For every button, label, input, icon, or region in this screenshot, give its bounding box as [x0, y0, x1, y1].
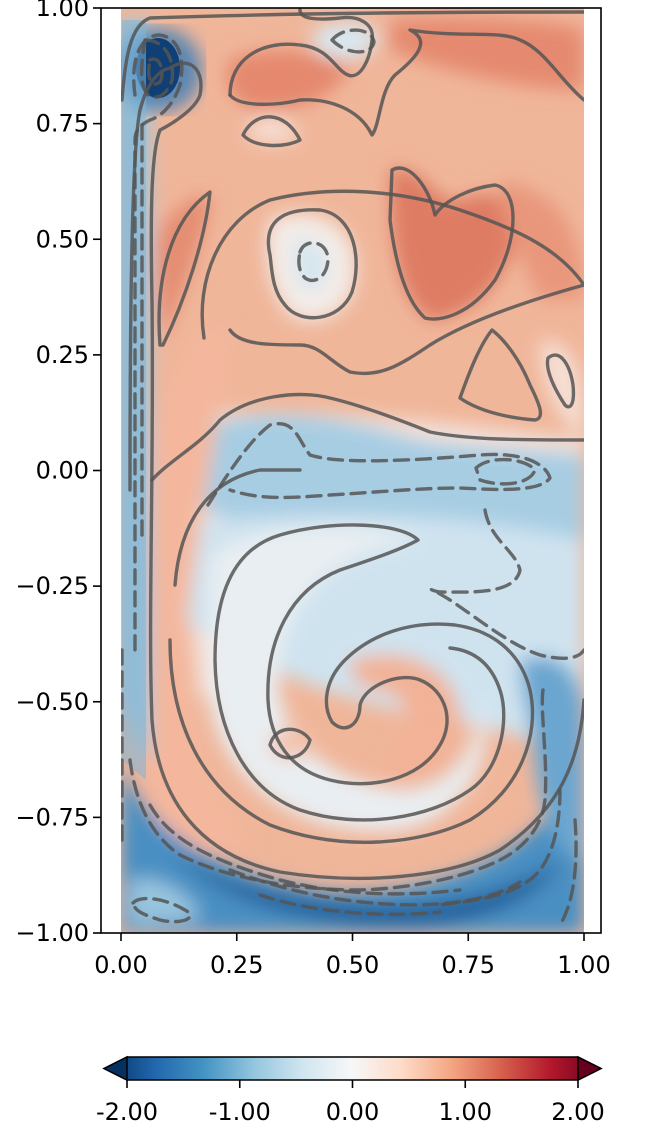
y-tick-label: 0.00 — [36, 457, 89, 485]
heatmap-field — [121, 18, 584, 933]
contour-positive — [268, 727, 312, 760]
x-tick-label: 0.50 — [326, 951, 379, 979]
contour-positive — [128, 61, 584, 880]
y-tick-label: 0.25 — [36, 341, 89, 369]
contour-negative — [206, 421, 552, 507]
contour-positive — [266, 208, 358, 320]
field-left-orange — [138, 330, 250, 850]
y-tick-label: −0.25 — [15, 572, 89, 600]
x-tick-label: 0.75 — [442, 951, 495, 979]
colorbar-tick-label: -2.00 — [96, 1098, 158, 1125]
field-top-red-2 — [390, 18, 584, 90]
contour-positive — [545, 353, 576, 409]
contour-positive — [241, 115, 302, 148]
contour-negative — [258, 893, 442, 916]
contour-negative — [140, 38, 175, 99]
y-tick-label: 0.75 — [36, 110, 89, 138]
colorbar-gradient — [102, 1056, 603, 1081]
y-tick-label: −1.00 — [15, 919, 89, 947]
field-right-blue — [520, 656, 584, 860]
contour-positive — [168, 523, 535, 844]
contour-negative — [297, 241, 330, 283]
contour-positive — [228, 8, 375, 97]
colorbar-tick-label: 2.00 — [551, 1098, 604, 1125]
x-axis: 0.00 0.25 0.50 0.75 1.00 — [94, 933, 611, 979]
colorbar-extend-min — [102, 1055, 128, 1082]
vorticity-heatmap — [121, 8, 584, 933]
field-top-red-1 — [226, 50, 350, 110]
contour-positive — [173, 468, 302, 587]
colorbar-tick-label: 1.00 — [439, 1098, 492, 1125]
colorbar-ticks: -2.00 -1.00 0.00 1.00 2.00 — [96, 1080, 605, 1125]
field-right-red — [500, 180, 584, 300]
contour-negative — [429, 508, 584, 660]
colorbar: -2.00 -1.00 0.00 1.00 2.00 — [96, 1055, 605, 1125]
contour-positive — [150, 392, 584, 482]
y-tick-label: −0.75 — [15, 803, 89, 831]
contour-positive — [458, 328, 543, 422]
contour-positive — [200, 189, 584, 376]
contour-positive — [157, 190, 212, 347]
contour-negative — [330, 28, 376, 54]
field-center-red — [390, 168, 516, 320]
contour-positive — [228, 28, 584, 137]
contour-lines — [121, 8, 584, 927]
contour-negative — [147, 57, 164, 86]
x-tick-label: 0.00 — [94, 951, 147, 979]
contour-negative — [498, 688, 548, 862]
x-tick-label: 1.00 — [557, 951, 610, 979]
colorbar-extend-max — [577, 1055, 603, 1082]
contour-negative — [148, 803, 462, 896]
contour-negative — [131, 896, 192, 924]
y-tick-label: 0.50 — [36, 225, 89, 253]
y-tick-label: 1.00 — [36, 0, 89, 22]
y-tick-label: −0.50 — [15, 688, 89, 716]
contour-positive — [388, 166, 515, 321]
field-bottom-darkblue — [170, 850, 560, 925]
contour-negative — [228, 868, 522, 907]
field-left-red — [156, 196, 212, 340]
colorbar-tick-label: 0.00 — [326, 1098, 379, 1125]
contour-positive — [121, 10, 584, 102]
field-right-light — [540, 340, 584, 440]
contour-negative — [474, 457, 537, 486]
colorbar-tick-label: -1.00 — [209, 1098, 271, 1125]
contour-negative — [128, 758, 502, 892]
x-tick-label: 0.25 — [210, 951, 263, 979]
contour-negative — [558, 818, 578, 927]
y-axis: 1.00 0.75 0.50 0.25 0.00 −0.25 −0.50 −0.75 −1.00 — [15, 0, 101, 947]
